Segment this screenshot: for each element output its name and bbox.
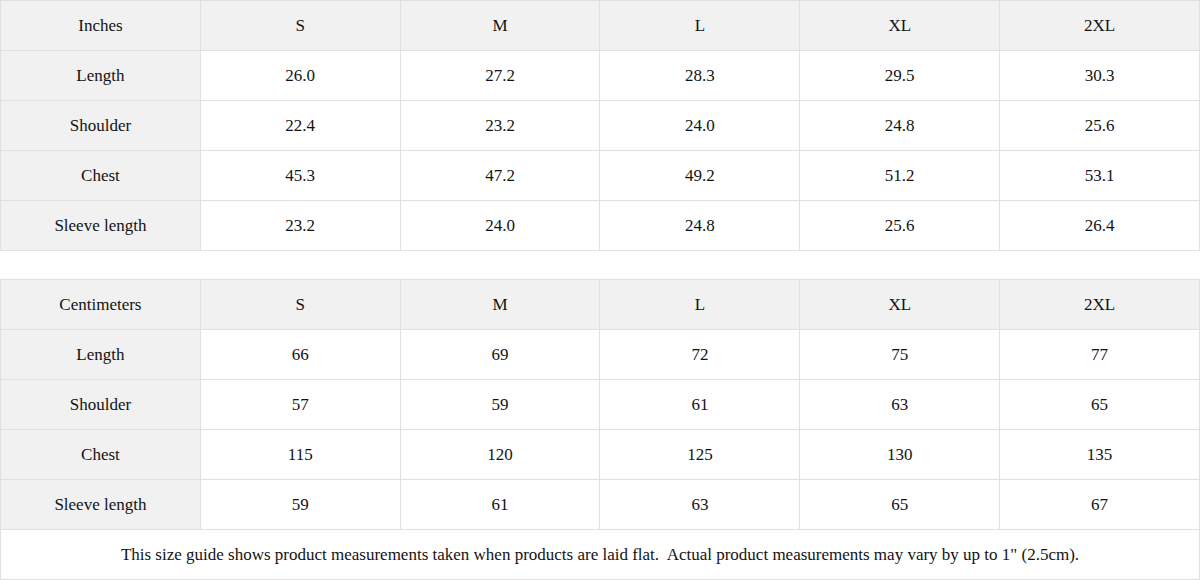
measurement-value: 65 (800, 480, 1000, 530)
measurement-label: Shoulder (1, 101, 201, 151)
measurement-value: 28.3 (600, 51, 800, 101)
centimeters-table: Centimeters S M L XL 2XL Length 66 69 72… (0, 279, 1200, 530)
measurement-value: 72 (600, 330, 800, 380)
size-header-xl: XL (800, 1, 1000, 51)
centimeters-unit-label: Centimeters (1, 280, 201, 330)
measurement-value: 30.3 (1000, 51, 1200, 101)
inches-table: Inches S M L XL 2XL Length 26.0 27.2 28.… (0, 0, 1200, 251)
size-header-s: S (200, 1, 400, 51)
measurement-value: 77 (1000, 330, 1200, 380)
measurement-value: 23.2 (200, 201, 400, 251)
measurement-value: 69 (400, 330, 600, 380)
measurement-value: 57 (200, 380, 400, 430)
table-row: Length 26.0 27.2 28.3 29.5 30.3 (1, 51, 1200, 101)
size-header-l: L (600, 280, 800, 330)
measurement-value: 27.2 (400, 51, 600, 101)
measurement-value: 29.5 (800, 51, 1000, 101)
measurement-value: 24.8 (800, 101, 1000, 151)
measurement-value: 125 (600, 430, 800, 480)
measurement-value: 45.3 (200, 151, 400, 201)
measurement-value: 59 (400, 380, 600, 430)
measurement-label: Shoulder (1, 380, 201, 430)
measurement-value: 25.6 (1000, 101, 1200, 151)
size-header-xl: XL (800, 280, 1000, 330)
measurement-value: 23.2 (400, 101, 600, 151)
size-header-m: M (400, 280, 600, 330)
table-row: Sleeve length 59 61 63 65 67 (1, 480, 1200, 530)
table-spacer (0, 251, 1200, 279)
measurement-value: 26.0 (200, 51, 400, 101)
measurement-label: Chest (1, 430, 201, 480)
table-row: Chest 115 120 125 130 135 (1, 430, 1200, 480)
size-header-2xl: 2XL (1000, 280, 1200, 330)
size-header-2xl: 2XL (1000, 1, 1200, 51)
size-header-l: L (600, 1, 800, 51)
measurement-label: Sleeve length (1, 480, 201, 530)
measurement-value: 25.6 (800, 201, 1000, 251)
measurement-label: Chest (1, 151, 201, 201)
table-row: Sleeve length 23.2 24.0 24.8 25.6 26.4 (1, 201, 1200, 251)
measurement-value: 63 (800, 380, 1000, 430)
measurement-value: 61 (600, 380, 800, 430)
size-guide-disclaimer: This size guide shows product measuremen… (0, 530, 1200, 580)
measurement-value: 65 (1000, 380, 1200, 430)
measurement-value: 130 (800, 430, 1000, 480)
measurement-value: 24.0 (600, 101, 800, 151)
size-header-m: M (400, 1, 600, 51)
size-guide: Inches S M L XL 2XL Length 26.0 27.2 28.… (0, 0, 1200, 580)
measurement-value: 24.0 (400, 201, 600, 251)
table-row: Shoulder 22.4 23.2 24.0 24.8 25.6 (1, 101, 1200, 151)
inches-header-row: Inches S M L XL 2XL (1, 1, 1200, 51)
measurement-value: 47.2 (400, 151, 600, 201)
measurement-value: 120 (400, 430, 600, 480)
table-row: Shoulder 57 59 61 63 65 (1, 380, 1200, 430)
measurement-value: 135 (1000, 430, 1200, 480)
measurement-value: 24.8 (600, 201, 800, 251)
size-header-s: S (200, 280, 400, 330)
measurement-value: 53.1 (1000, 151, 1200, 201)
measurement-value: 115 (200, 430, 400, 480)
measurement-label: Sleeve length (1, 201, 201, 251)
measurement-value: 59 (200, 480, 400, 530)
table-row: Chest 45.3 47.2 49.2 51.2 53.1 (1, 151, 1200, 201)
measurement-value: 66 (200, 330, 400, 380)
measurement-value: 67 (1000, 480, 1200, 530)
measurement-value: 63 (600, 480, 800, 530)
measurement-value: 75 (800, 330, 1000, 380)
measurement-value: 26.4 (1000, 201, 1200, 251)
measurement-value: 61 (400, 480, 600, 530)
measurement-value: 51.2 (800, 151, 1000, 201)
measurement-value: 22.4 (200, 101, 400, 151)
measurement-value: 49.2 (600, 151, 800, 201)
measurement-label: Length (1, 51, 201, 101)
measurement-label: Length (1, 330, 201, 380)
centimeters-header-row: Centimeters S M L XL 2XL (1, 280, 1200, 330)
inches-unit-label: Inches (1, 1, 201, 51)
table-row: Length 66 69 72 75 77 (1, 330, 1200, 380)
